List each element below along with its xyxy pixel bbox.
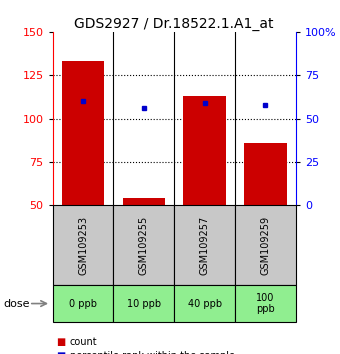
Text: GSM109255: GSM109255: [139, 216, 149, 275]
Text: percentile rank within the sample: percentile rank within the sample: [70, 351, 235, 354]
Text: 100
ppb: 100 ppb: [256, 293, 275, 314]
Text: 40 ppb: 40 ppb: [188, 298, 222, 309]
Bar: [62, 61, 104, 205]
Text: ■: ■: [56, 337, 65, 347]
Text: GSM109257: GSM109257: [200, 216, 210, 275]
Text: 10 ppb: 10 ppb: [127, 298, 161, 309]
Text: 0 ppb: 0 ppb: [69, 298, 97, 309]
Title: GDS2927 / Dr.18522.1.A1_at: GDS2927 / Dr.18522.1.A1_at: [74, 17, 274, 31]
Text: count: count: [70, 337, 97, 347]
Text: GSM109253: GSM109253: [78, 216, 88, 275]
Text: dose: dose: [3, 298, 30, 309]
Bar: [244, 143, 287, 205]
Bar: [183, 96, 226, 205]
Bar: [123, 198, 165, 205]
Text: GSM109259: GSM109259: [260, 216, 270, 275]
Text: ■: ■: [56, 351, 65, 354]
